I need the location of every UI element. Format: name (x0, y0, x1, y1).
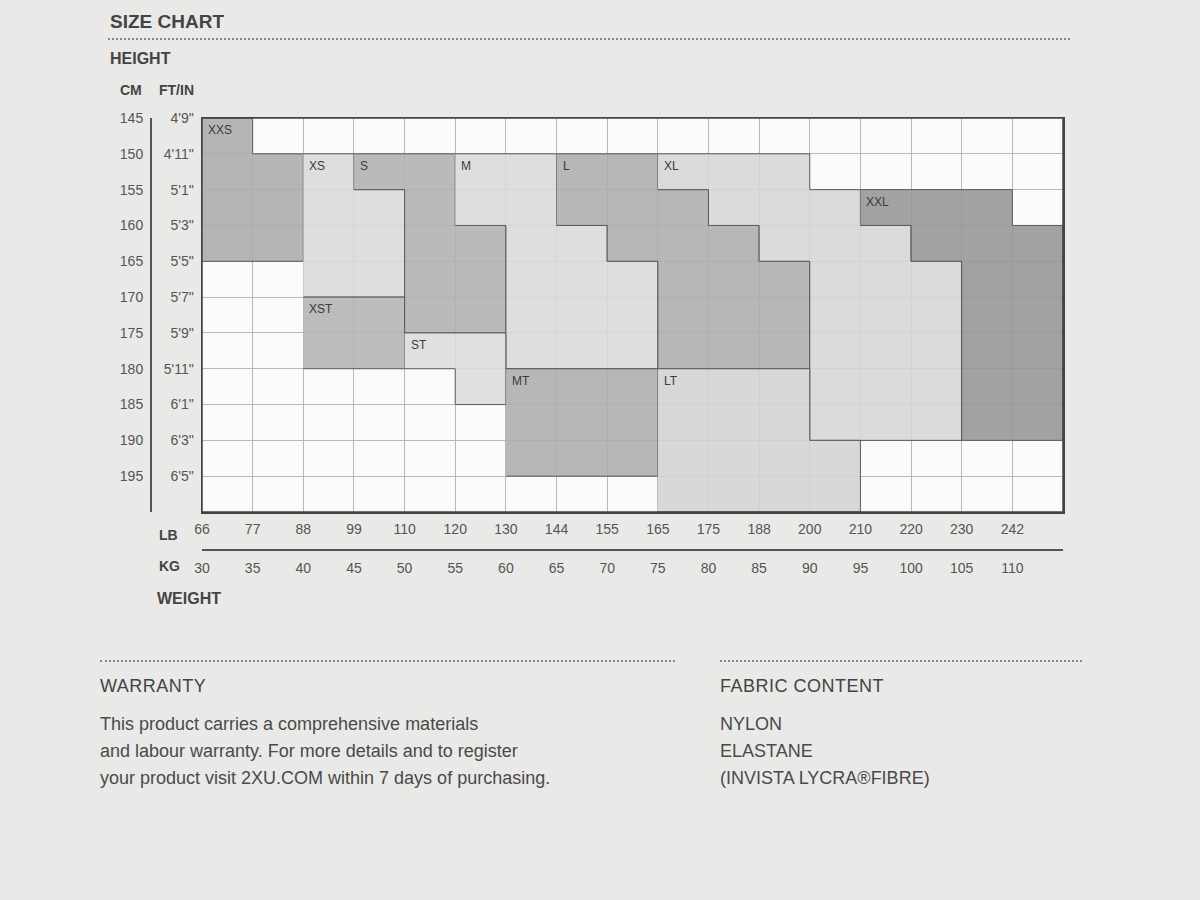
svg-text:85: 85 (751, 560, 767, 576)
svg-text:195: 195 (120, 468, 144, 484)
svg-text:99: 99 (346, 521, 362, 537)
svg-text:35: 35 (245, 560, 261, 576)
svg-text:5'11": 5'11" (164, 361, 194, 377)
svg-text:188: 188 (747, 521, 771, 537)
svg-text:WEIGHT: WEIGHT (157, 590, 221, 607)
svg-text:88: 88 (296, 521, 312, 537)
svg-text:200: 200 (798, 521, 822, 537)
svg-text:66: 66 (194, 521, 210, 537)
svg-text:55: 55 (447, 560, 463, 576)
svg-text:175: 175 (697, 521, 721, 537)
svg-text:45: 45 (346, 560, 362, 576)
html-text:and labour warranty. For more: and labour warranty. For more details an… (100, 741, 518, 761)
svg-text:144: 144 (545, 521, 569, 537)
svg-text:30: 30 (194, 560, 210, 576)
svg-text:230: 230 (950, 521, 974, 537)
svg-text:100: 100 (899, 560, 923, 576)
svg-text:175: 175 (120, 325, 144, 341)
svg-text:185: 185 (120, 396, 144, 412)
svg-text:5'9": 5'9" (170, 325, 193, 341)
svg-text:ST: ST (411, 338, 427, 352)
svg-text:155: 155 (596, 521, 620, 537)
svg-text:6'3": 6'3" (170, 432, 193, 448)
svg-text:77: 77 (245, 521, 261, 537)
svg-text:LB: LB (159, 527, 178, 543)
svg-text:HEIGHT: HEIGHT (110, 50, 171, 67)
svg-text:L: L (563, 159, 570, 173)
svg-text:110: 110 (1001, 560, 1024, 576)
svg-text:XXL: XXL (866, 195, 889, 209)
svg-text:75: 75 (650, 560, 666, 576)
svg-text:110: 110 (393, 521, 416, 537)
svg-text:FT/IN: FT/IN (159, 82, 194, 98)
svg-text:160: 160 (120, 217, 144, 233)
html-text:This product carries a compreh: This product carries a comprehensive mat… (100, 714, 479, 734)
svg-text:50: 50 (397, 560, 413, 576)
svg-text:XS: XS (309, 159, 325, 173)
html-text:your product visit 2XU.COM wit: your product visit 2XU.COM within 7 days… (100, 768, 551, 788)
svg-text:210: 210 (849, 521, 873, 537)
svg-text:M: M (461, 159, 471, 173)
svg-text:95: 95 (853, 560, 869, 576)
svg-text:105: 105 (950, 560, 974, 576)
svg-text:5'3": 5'3" (170, 217, 193, 233)
svg-text:120: 120 (444, 521, 468, 537)
svg-text:150: 150 (120, 146, 144, 162)
svg-text:LT: LT (664, 374, 678, 388)
html-text:FABRIC CONTENT: FABRIC CONTENT (720, 676, 884, 696)
html-text:NYLON: NYLON (720, 714, 782, 734)
svg-text:5'1": 5'1" (170, 182, 193, 198)
svg-text:CM: CM (120, 82, 142, 98)
svg-text:170: 170 (120, 289, 144, 305)
svg-text:S: S (360, 159, 368, 173)
svg-text:130: 130 (494, 521, 518, 537)
html-text:ELASTANE: ELASTANE (720, 741, 813, 761)
svg-text:145: 145 (120, 110, 144, 126)
svg-text:190: 190 (120, 432, 144, 448)
svg-text:6'5": 6'5" (170, 468, 193, 484)
svg-text:4'11": 4'11" (164, 146, 194, 162)
svg-text:180: 180 (120, 361, 144, 377)
svg-text:5'5": 5'5" (170, 253, 193, 269)
svg-text:4'9": 4'9" (170, 110, 193, 126)
svg-text:60: 60 (498, 560, 514, 576)
svg-text:XST: XST (309, 302, 333, 316)
svg-text:XXS: XXS (208, 123, 232, 137)
svg-text:90: 90 (802, 560, 818, 576)
html-text:(INVISTA LYCRA®FIBRE): (INVISTA LYCRA®FIBRE) (720, 768, 930, 788)
svg-text:5'7": 5'7" (170, 289, 193, 305)
svg-text:242: 242 (1001, 521, 1025, 537)
svg-text:XL: XL (664, 159, 679, 173)
svg-text:MT: MT (512, 374, 530, 388)
svg-text:SIZE CHART: SIZE CHART (110, 11, 224, 32)
svg-text:165: 165 (646, 521, 670, 537)
svg-text:KG: KG (159, 558, 180, 574)
svg-text:220: 220 (899, 521, 923, 537)
html-text:WARRANTY: WARRANTY (100, 676, 207, 696)
svg-text:155: 155 (120, 182, 144, 198)
svg-text:70: 70 (599, 560, 615, 576)
svg-text:6'1": 6'1" (170, 396, 193, 412)
svg-text:165: 165 (120, 253, 144, 269)
svg-text:40: 40 (296, 560, 312, 576)
svg-text:65: 65 (549, 560, 565, 576)
svg-text:80: 80 (701, 560, 717, 576)
